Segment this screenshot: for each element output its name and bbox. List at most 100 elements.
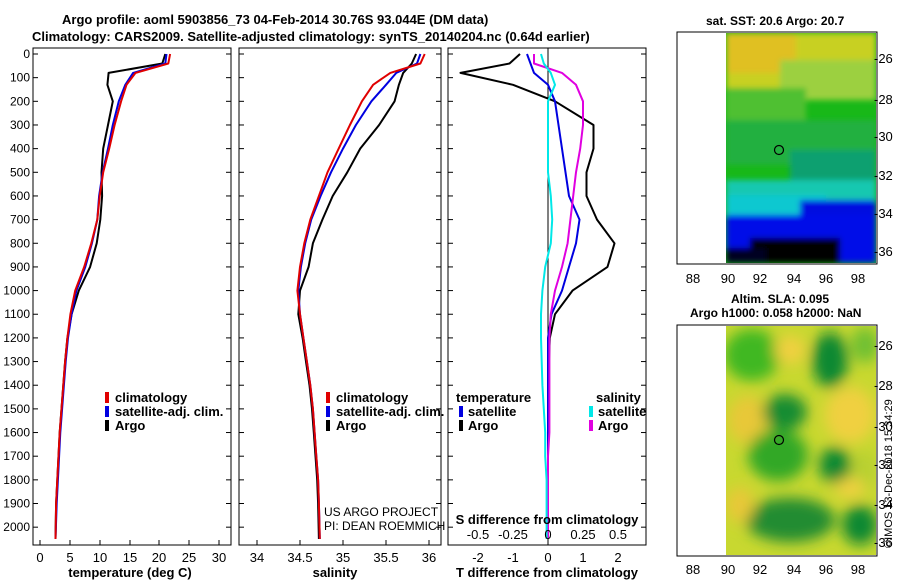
temperature-panel-frame — [32, 47, 232, 546]
depth-tick-label: 1800 — [3, 473, 30, 487]
diff-legend-temperature-head: temperature — [456, 390, 531, 405]
legend-swatch-t-satellite — [459, 406, 463, 417]
depth-tick-label: 1600 — [3, 426, 30, 440]
lat-tick: -32 — [874, 168, 893, 183]
temp-tick: 10 — [93, 550, 107, 565]
lon-tick: 90 — [721, 271, 735, 286]
sal-legend-satellite: satellite-adj. clim. — [336, 404, 444, 419]
diff-legend-s-satellite: satellite — [598, 404, 646, 419]
tdiff-tick: 0 — [544, 550, 551, 565]
temp-tick: 0 — [36, 550, 43, 565]
legend-swatch-climatology — [326, 392, 330, 403]
difference-panel-frame — [447, 47, 647, 546]
depth-tick-label: 1200 — [3, 331, 30, 345]
temperature-series — [54, 53, 172, 540]
temp-legend-climatology: climatology — [115, 390, 188, 405]
depth-tick-label: 1300 — [3, 355, 30, 369]
lon-tick: 96 — [819, 562, 833, 577]
legend-swatch-argo — [105, 420, 109, 431]
depth-axis: 0 100 200 300 400 500 600 700 800 900 1000 1100 1200… — [3, 47, 646, 534]
depth-tick-label: 800 — [10, 236, 30, 250]
depth-tick-label: 1400 — [3, 378, 30, 392]
depth-tick-label: 900 — [10, 260, 30, 274]
depth-tick-label: 1000 — [3, 284, 30, 298]
sla-title-2: Argo h1000: 0.058 h2000: NaN — [690, 306, 862, 320]
series-line-climatology — [296, 53, 426, 540]
lon-tick: 96 — [819, 271, 833, 286]
lon-tick: 92 — [753, 562, 767, 577]
lat-tick: -34 — [874, 206, 893, 221]
sst-title: sat. SST: 20.6 Argo: 20.7 — [706, 14, 845, 28]
sal-tick: 35 — [336, 550, 350, 565]
temp-legend-argo: Argo — [115, 418, 145, 433]
diff-legend-salinity-head: salinity — [596, 390, 642, 405]
legend-swatch-argo — [326, 420, 330, 431]
depth-tick-label: 100 — [10, 71, 30, 85]
lon-tick: 92 — [753, 271, 767, 286]
depth-tick-label: 1700 — [3, 449, 30, 463]
difference-series — [459, 53, 616, 539]
temp-legend-satellite: satellite-adj. clim. — [115, 404, 223, 419]
series-line-salinity-satellite — [540, 53, 556, 539]
depth-tick-label: 200 — [10, 94, 30, 108]
sdiff-tick: 0.5 — [609, 527, 627, 542]
lon-tick: 90 — [721, 562, 735, 577]
diff-legend-t-argo: Argo — [468, 418, 498, 433]
timestamp: ©IMOS 13-Dec-2018 15:34:29 — [883, 399, 895, 548]
sal-tick: 35.5 — [373, 550, 398, 565]
lat-tick: -34 — [874, 497, 893, 512]
temp-tick: 25 — [182, 550, 196, 565]
lon-tick: 88 — [686, 271, 700, 286]
sal-tick: 34 — [250, 550, 264, 565]
depth-tick-label: 700 — [10, 213, 30, 227]
depth-tick-label: 2000 — [3, 520, 30, 534]
depth-tick-label: 600 — [10, 189, 30, 203]
sdiff-tick: -0.5 — [467, 527, 489, 542]
float-location-marker — [773, 144, 785, 156]
depth-tick-label: 400 — [10, 142, 30, 156]
temp-tick: 20 — [152, 550, 166, 565]
sal-tick: 36 — [422, 550, 436, 565]
salinity-axis-label: salinity — [313, 565, 359, 580]
lat-tick: -28 — [874, 92, 893, 107]
tdiff-tick: -1 — [507, 550, 519, 565]
t-difference-label: T difference from climatology — [456, 565, 639, 580]
lon-tick: 94 — [787, 562, 801, 577]
tdiff-tick: 2 — [614, 550, 621, 565]
sal-legend-climatology: climatology — [336, 390, 409, 405]
lat-tick: -30 — [874, 129, 893, 144]
sdiff-tick: -0.25 — [498, 527, 528, 542]
lat-tick: -30 — [874, 419, 893, 434]
tdiff-tick: -2 — [472, 550, 484, 565]
temp-tick: 5 — [66, 550, 73, 565]
legend-swatch-satellite — [326, 406, 330, 417]
lon-tick: 98 — [851, 271, 865, 286]
salinity-panel-frame — [238, 47, 442, 546]
salinity-series — [296, 53, 426, 540]
depth-tick-label: 1100 — [4, 307, 30, 321]
header-line-2: Climatology: CARS2009. Satellite-adjuste… — [32, 29, 590, 44]
sst-map — [676, 31, 878, 265]
legend-swatch-s-satellite — [589, 406, 593, 417]
depth-tick-label: 500 — [10, 165, 30, 179]
depth-tick-label: 0 — [23, 47, 30, 61]
legend-swatch-t-argo — [459, 420, 463, 431]
sdiff-tick: 0.25 — [570, 527, 595, 542]
lat-tick: -28 — [874, 378, 893, 393]
depth-tick-label: 1900 — [3, 497, 30, 511]
tdiff-tick: 1 — [579, 550, 586, 565]
sla-map — [676, 324, 878, 557]
lon-tick: 88 — [686, 562, 700, 577]
lat-tick: -36 — [874, 244, 893, 259]
legend-swatch-s-argo — [589, 420, 593, 431]
series-line-climatology — [54, 53, 172, 540]
series-line-salinity-argo — [533, 54, 584, 539]
lat-tick: -32 — [874, 457, 893, 472]
lon-tick: 98 — [851, 562, 865, 577]
sla-title-1: Altim. SLA: 0.095 — [731, 292, 830, 306]
temperature-axis-label: temperature (deg C) — [68, 565, 192, 580]
lat-tick: -36 — [874, 535, 893, 550]
diff-legend-s-argo: Argo — [598, 418, 628, 433]
sal-legend-argo: Argo — [336, 418, 366, 433]
